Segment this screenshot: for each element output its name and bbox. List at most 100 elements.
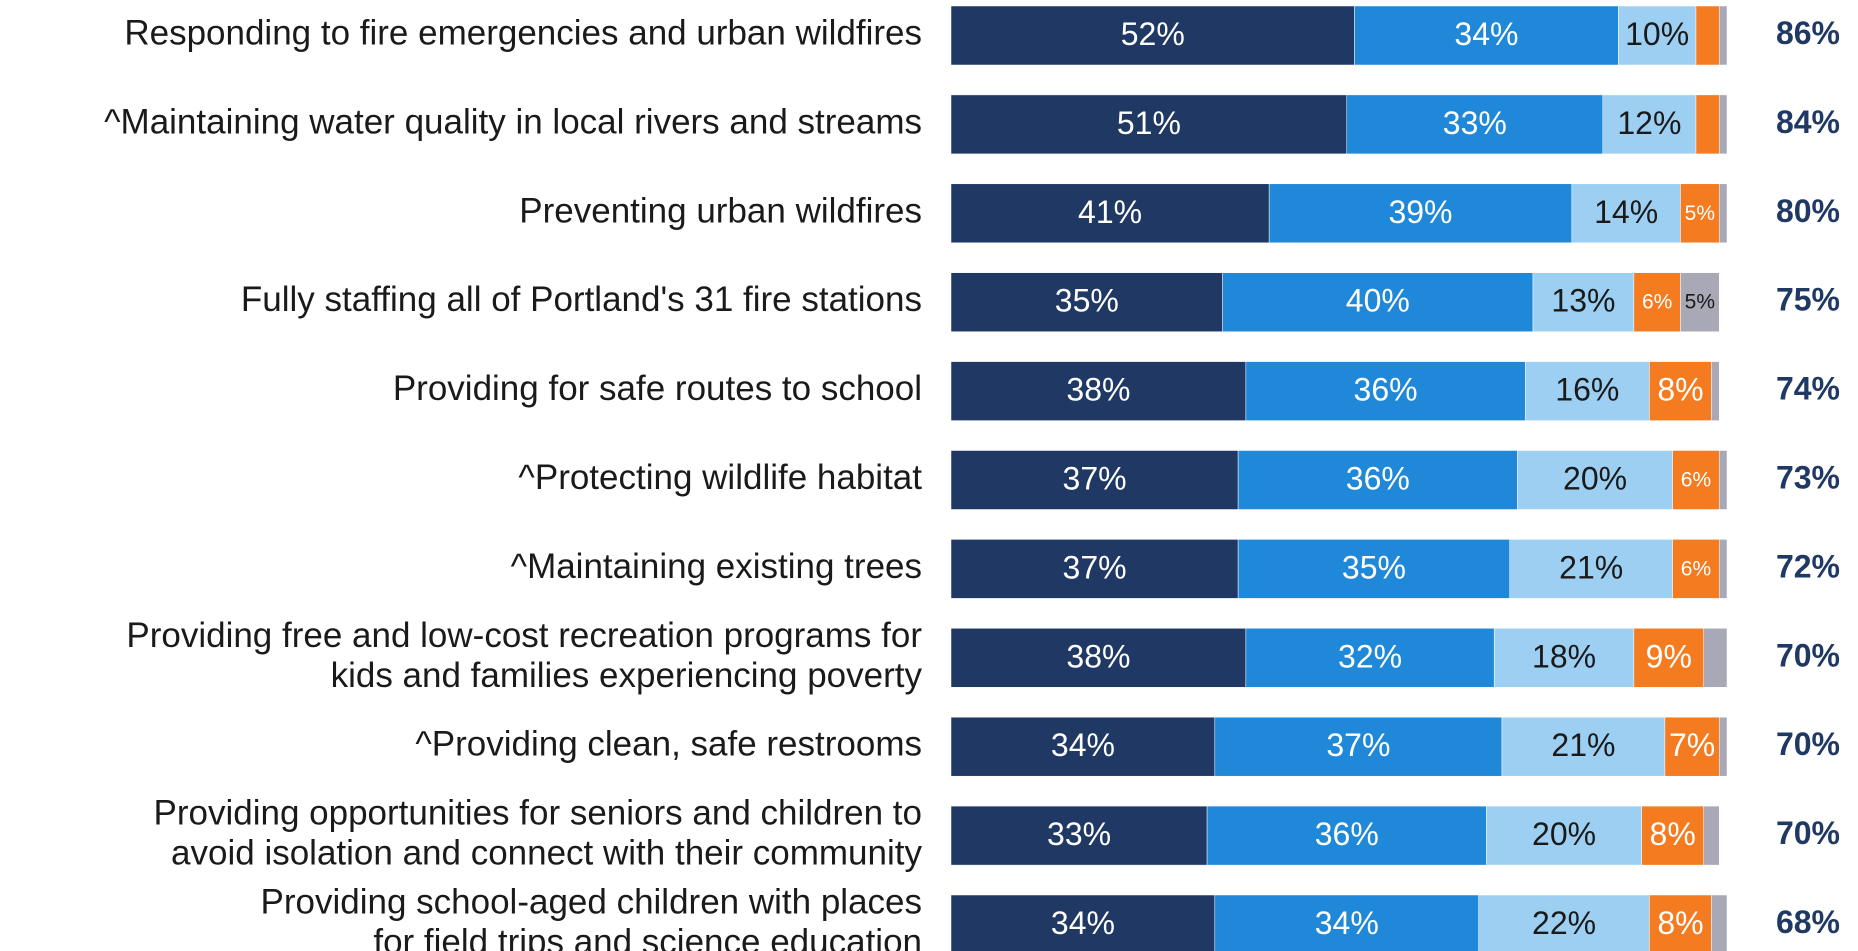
segment-label: 16% <box>1555 372 1619 408</box>
bar-segment <box>1618 5 1697 66</box>
segment-label: 18% <box>1532 638 1596 674</box>
segment-label: 20% <box>1532 816 1596 852</box>
bar-segment <box>1695 5 1720 66</box>
bar-segment <box>1268 183 1573 244</box>
bar-segment <box>1354 5 1619 66</box>
bar-segment <box>950 450 1239 510</box>
bar-segment <box>1718 716 1728 777</box>
bar-segment <box>950 628 1247 688</box>
bar-segment <box>1718 539 1728 599</box>
category-line: ^Protecting wildlife habitat <box>518 458 922 497</box>
bar-segment <box>1214 894 1479 951</box>
segment-label: 35% <box>1342 549 1406 585</box>
total-label: 86% <box>1776 15 1840 51</box>
bar-segment <box>1641 805 1704 866</box>
segment-label: 10% <box>1625 16 1689 52</box>
bar-segment <box>1222 272 1534 332</box>
segment-label: 40% <box>1346 283 1410 319</box>
segment-label: 13% <box>1551 283 1615 319</box>
bar-segment <box>1237 539 1510 599</box>
bar-segment <box>1680 272 1720 332</box>
segment-label: 9% <box>1646 638 1692 674</box>
category-label: Providing opportunities for seniors and … <box>154 794 923 873</box>
segment-label: 34% <box>1315 905 1379 941</box>
bar-segment <box>1711 361 1720 421</box>
category-label: ^Maintaining water quality in local rive… <box>104 103 922 142</box>
segment-label: 33% <box>1047 816 1111 852</box>
segment-label: 34% <box>1051 727 1115 763</box>
bar-segment <box>950 5 1355 66</box>
category-line: ^Providing clean, safe restrooms <box>415 725 922 764</box>
bar-segment <box>950 94 1348 155</box>
segment-label: 33% <box>1443 105 1507 141</box>
segment-label: 22% <box>1532 905 1596 941</box>
segment-label: 5% <box>1685 202 1715 225</box>
bar-segment <box>1524 361 1650 421</box>
segment-label: 8% <box>1650 816 1696 852</box>
category-line: Providing free and low-cost recreation p… <box>126 616 922 655</box>
category-label: ^Maintaining existing trees <box>511 547 922 586</box>
category-line: ^Maintaining existing trees <box>511 547 922 586</box>
segment-label: 37% <box>1063 460 1127 496</box>
segment-label: 34% <box>1051 905 1115 941</box>
bar-segment <box>950 805 1208 866</box>
bar-segment <box>1237 450 1518 510</box>
category-line: Providing opportunities for seniors and … <box>154 794 923 833</box>
segment-label: 6% <box>1642 291 1672 314</box>
bar-segment <box>1680 183 1720 244</box>
segment-label: 38% <box>1066 372 1130 408</box>
bar-segment <box>950 894 1216 951</box>
segment-label: 32% <box>1338 638 1402 674</box>
segment-label: 20% <box>1563 460 1627 496</box>
bar-segment <box>950 183 1270 244</box>
bar-segment <box>1718 450 1728 510</box>
segment-label: 37% <box>1326 727 1390 763</box>
bar-segment <box>1649 894 1712 951</box>
bar-segment <box>1532 272 1635 332</box>
category-line: ^Maintaining water quality in local rive… <box>104 103 922 142</box>
segment-label: 34% <box>1454 16 1518 52</box>
total-label: 70% <box>1776 637 1840 673</box>
total-label: 74% <box>1776 371 1840 407</box>
segment-label: 21% <box>1551 727 1615 763</box>
bar-segment <box>1718 5 1728 66</box>
bar-segment <box>1649 361 1712 421</box>
segment-label: 5% <box>1685 291 1715 314</box>
bar-segment <box>1718 183 1728 244</box>
bar-segment <box>1672 450 1720 510</box>
bar-segment <box>1672 539 1720 599</box>
segment-label: 21% <box>1559 549 1623 585</box>
segment-label: 52% <box>1121 16 1185 52</box>
total-label: 72% <box>1776 548 1840 584</box>
category-line: Responding to fire emergencies and urban… <box>124 14 922 53</box>
segment-label: 8% <box>1657 372 1703 408</box>
segment-label: 36% <box>1354 372 1418 408</box>
segment-label: 6% <box>1681 557 1711 580</box>
bar-segment <box>1703 628 1728 688</box>
total-label: 73% <box>1776 459 1840 495</box>
category-line: Preventing urban wildfires <box>519 192 922 231</box>
segment-label: 36% <box>1315 816 1379 852</box>
category-label: ^Providing clean, safe restrooms <box>415 725 922 764</box>
bar-segment <box>1517 450 1673 510</box>
segment-label: 36% <box>1346 460 1410 496</box>
total-label: 70% <box>1776 726 1840 762</box>
category-line: kids and families experiencing poverty <box>331 656 923 695</box>
category-line: avoid isolation and connect with their c… <box>171 834 922 873</box>
bar-segment <box>1703 805 1720 866</box>
segment-label: 6% <box>1681 469 1711 492</box>
category-label: Providing free and low-cost recreation p… <box>126 616 922 695</box>
bar-segment <box>1711 894 1728 951</box>
segment-label: 12% <box>1617 105 1681 141</box>
bar-segment <box>1571 183 1681 244</box>
segment-label: 7% <box>1669 727 1715 763</box>
bar-segment <box>1509 539 1673 599</box>
bar-segment <box>1718 94 1728 155</box>
bar-segment <box>1602 94 1697 155</box>
bar-segment <box>1633 272 1681 332</box>
total-label: 75% <box>1776 282 1840 318</box>
bar-segment <box>1664 716 1720 777</box>
bar-segment <box>1486 805 1642 866</box>
